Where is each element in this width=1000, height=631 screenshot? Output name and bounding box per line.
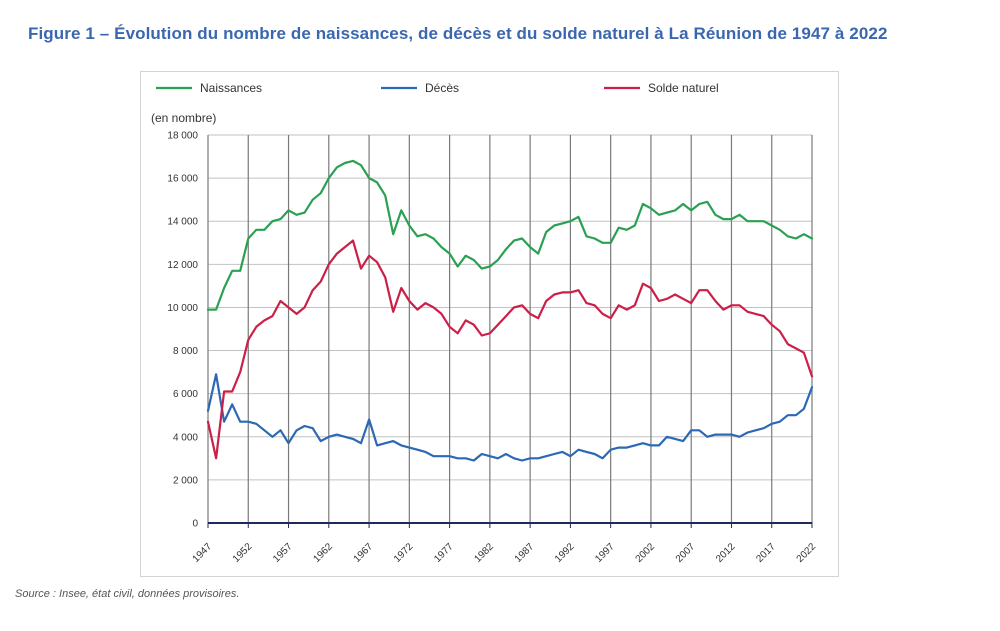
legend-label: Naissances	[200, 81, 262, 95]
series-line-solde-naturel	[206, 239, 814, 460]
y-tick-label: 18 000	[167, 131, 198, 142]
x-tick-label: 2017	[754, 541, 778, 565]
y-tick-label: 8 000	[173, 346, 198, 357]
x-tick-label: 2022	[795, 541, 819, 565]
y-tick-label: 10 000	[167, 303, 198, 314]
x-tick-label: 1952	[231, 541, 255, 565]
x-tick-label: 1977	[432, 541, 456, 565]
y-tick-label: 12 000	[167, 260, 198, 271]
x-tick-label: 1967	[352, 541, 376, 565]
x-tick-label: 1957	[271, 541, 295, 565]
line-chart: 0 2 000 4 000 6 000 8 000 10 000 12 000 14 000 1…	[151, 81, 819, 565]
y-tick-label: 14 000	[167, 217, 198, 228]
x-tick-label: 1987	[513, 541, 537, 565]
x-tick-label: 2012	[714, 541, 738, 565]
chart-container: 0 2 000 4 000 6 000 8 000 10 000 12 000 14 000 1…	[140, 71, 839, 577]
y-tick-label: 0	[192, 519, 198, 530]
x-tick-label: 1972	[392, 541, 416, 565]
x-tick-label: 1947	[191, 541, 215, 565]
y-tick-label: 4 000	[173, 432, 198, 443]
x-tick-label: 2002	[634, 541, 658, 565]
x-tick-label: 1982	[472, 541, 496, 565]
series-line-naissances	[206, 159, 814, 311]
x-tick-label: 2007	[674, 541, 698, 565]
y-tick-label: 2 000	[173, 475, 198, 486]
y-axis-label: (en nombre)	[151, 111, 216, 125]
legend-label: Décès	[425, 81, 459, 95]
source-note: Source : Insee, état civil, données prov…	[15, 588, 240, 600]
figure-title: Figure 1 – Évolution du nombre de naissa…	[28, 24, 888, 43]
x-tick-label: 1962	[311, 541, 335, 565]
y-tick-label: 6 000	[173, 389, 198, 400]
y-tick-label: 16 000	[167, 174, 198, 185]
series-line-d-c-s	[206, 373, 814, 462]
x-tick-label: 1997	[593, 541, 617, 565]
legend-label: Solde naturel	[648, 81, 719, 95]
x-tick-label: 1992	[553, 541, 577, 565]
